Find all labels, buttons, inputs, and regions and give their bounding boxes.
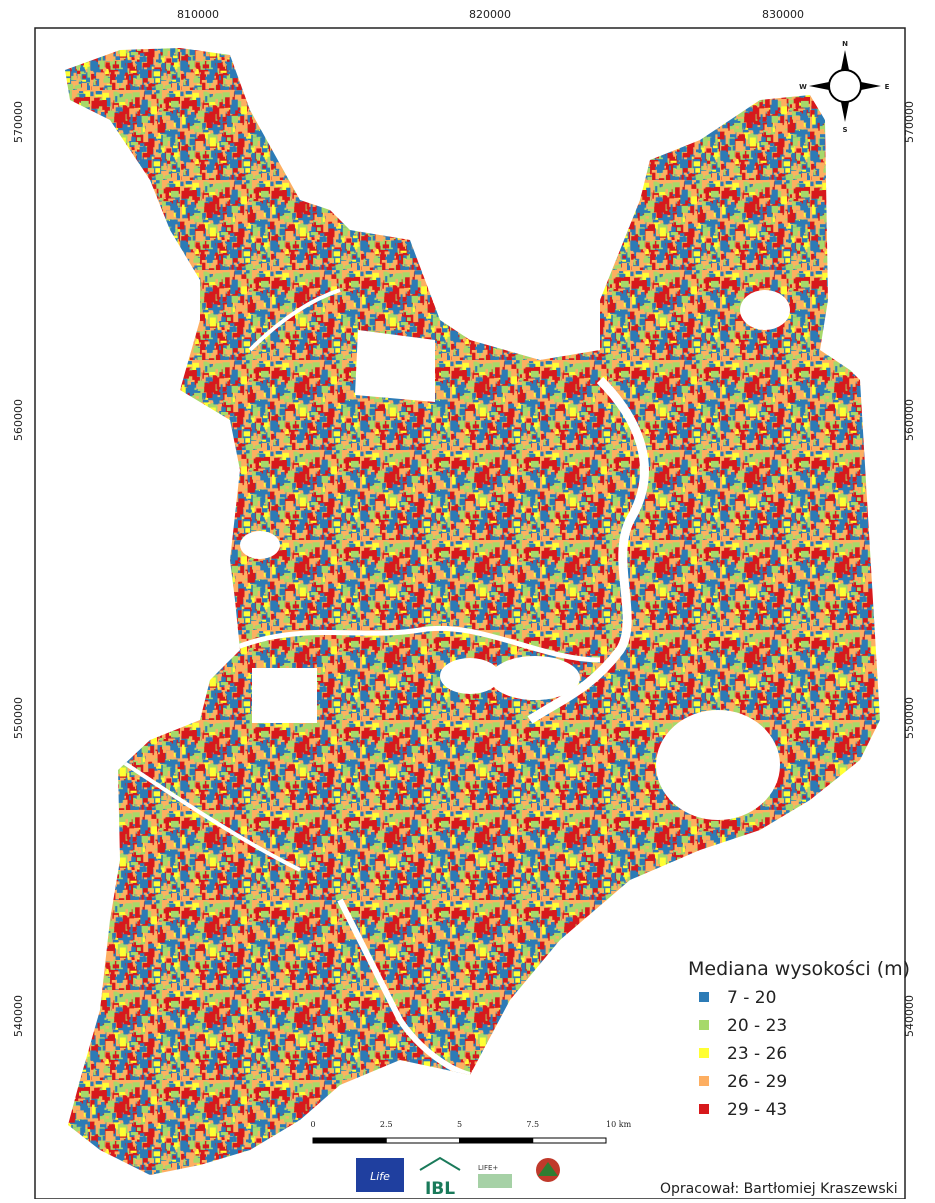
y-coord-label-right: 570000 — [903, 101, 916, 143]
non-forest-gaps — [240, 290, 790, 820]
compass-s: S — [842, 126, 847, 134]
scale-segment — [385, 1137, 460, 1144]
y-coord-label-left: 550000 — [12, 697, 25, 739]
eu-logo — [356, 1158, 404, 1192]
compass-e: E — [885, 83, 890, 91]
logos: Life IBL LIFE+ — [356, 1156, 560, 1199]
legend-label: 29 - 43 — [727, 1100, 787, 1120]
legend-swatch — [699, 1048, 709, 1058]
rivers — [118, 288, 649, 1078]
y-coord-label-right: 550000 — [903, 697, 916, 739]
legend-swatch — [699, 1020, 709, 1030]
legend-label: 20 - 23 — [727, 1016, 787, 1036]
legend-label: 26 - 29 — [727, 1072, 787, 1092]
y-coord-label-left: 540000 — [12, 995, 25, 1037]
legend-swatch — [699, 1076, 709, 1086]
scale-bar: 0 2.5 5 7.5 10 km — [310, 1120, 632, 1144]
eu-logo-text: Life — [370, 1170, 390, 1183]
ibl-logo: IBL — [425, 1179, 455, 1199]
credit: Opracował: Bartłomiej Kraszewski — [660, 1181, 898, 1197]
y-coord-label-left: 560000 — [12, 399, 25, 441]
scale-label: 7.5 — [526, 1120, 539, 1129]
legend: 7 - 20 20 - 23 23 - 26 26 - 29 29 - 43 — [699, 988, 787, 1120]
y-coord-label-left: 570000 — [12, 101, 25, 143]
y-coord-label-right: 560000 — [903, 399, 916, 441]
y-coord-label-right: 540000 — [903, 995, 916, 1037]
x-coord-label: 810000 — [177, 8, 219, 21]
compass: N S E W — [799, 40, 889, 134]
x-coord-label: 820000 — [469, 8, 511, 21]
compass-n: N — [842, 40, 848, 48]
legend-label: 7 - 20 — [727, 988, 776, 1008]
scale-label: 2.5 — [380, 1120, 393, 1129]
scale-segment — [312, 1137, 387, 1144]
scale-label: 0 — [310, 1120, 315, 1129]
scale-label: 10 km — [606, 1120, 632, 1129]
legend-title: Mediana wysokości (m) — [688, 958, 910, 980]
legend-label: 23 - 26 — [727, 1044, 787, 1064]
legend-swatch — [699, 992, 709, 1002]
x-coord-label: 830000 — [762, 8, 804, 21]
coordinate-labels: 810000 820000 830000 570000 570000 560000 5600… — [12, 8, 916, 1037]
compass-w: W — [799, 83, 807, 91]
scale-segment — [459, 1137, 534, 1144]
scale-label: 5 — [457, 1120, 462, 1129]
legend-swatch — [699, 1104, 709, 1114]
scale-segment — [532, 1137, 607, 1144]
life-plus-logo: LIFE+ — [478, 1164, 498, 1172]
